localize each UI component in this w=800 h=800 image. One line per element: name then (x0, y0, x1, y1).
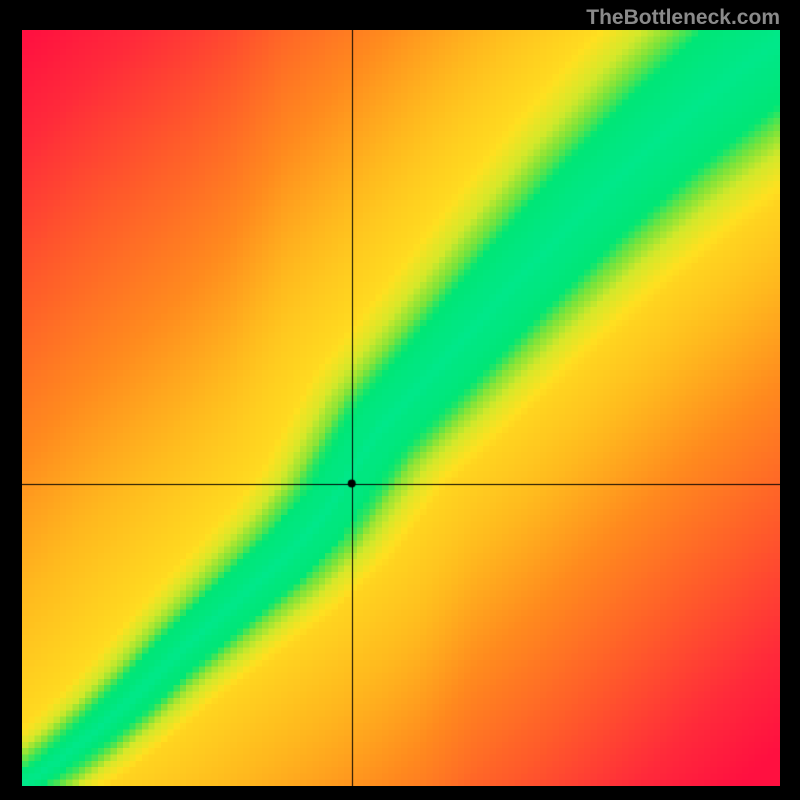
watermark-text: TheBottleneck.com (586, 6, 780, 30)
chart-container: TheBottleneck.com (0, 0, 800, 800)
bottleneck-heatmap (22, 30, 780, 786)
